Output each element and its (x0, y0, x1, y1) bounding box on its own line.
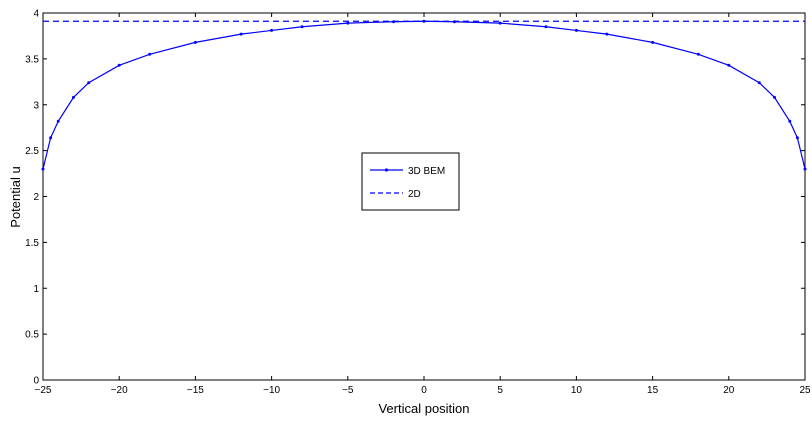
y-tick-label: 0.5 (25, 330, 39, 341)
x-tick-label: 15 (647, 385, 659, 396)
x-tick-label: −20 (111, 385, 128, 396)
series-3d-bem-point (87, 81, 91, 85)
y-axis: 0 0.5 1 1.5 2 2.5 3 3.5 4 (25, 9, 805, 387)
series-3d-bem-point (544, 25, 548, 29)
series-3d-bem-point (452, 20, 456, 24)
y-tick-label: 1 (33, 284, 39, 295)
y-tick-label: 4 (33, 9, 39, 20)
series-3d-bem-point (270, 28, 274, 32)
series-layer (41, 19, 807, 171)
series-3d-bem-point (605, 32, 609, 36)
series-3d-bem-point (795, 136, 799, 140)
x-tick-label: −15 (187, 385, 204, 396)
series-3d-bem-point (773, 95, 777, 99)
x-axis: −25 −20 −15 −10 −5 0 5 10 15 20 25 (35, 13, 811, 396)
series-3d-bem-point (300, 25, 304, 29)
x-tick-label: −5 (342, 385, 354, 396)
series-3d-bem-point (498, 21, 502, 25)
x-tick-label: −25 (35, 385, 52, 396)
x-tick-label: 0 (421, 385, 427, 396)
x-tick-label: 20 (723, 385, 735, 396)
series-3d-bem-point (148, 52, 152, 56)
series-3d-bem-point (574, 28, 578, 32)
series-3d-bem-point (41, 167, 45, 171)
series-3d-bem-point (757, 81, 761, 85)
y-tick-label: 3 (33, 100, 39, 111)
legend-label-2d: 2D (408, 189, 421, 200)
series-3d-bem-point (651, 40, 655, 44)
series-3d-bem-point (788, 119, 792, 123)
series-3d-bem-point (193, 40, 197, 44)
y-tick-label: 1.5 (25, 238, 39, 249)
legend-box (361, 152, 460, 211)
x-tick-label: 5 (497, 385, 503, 396)
x-tick-label: 25 (799, 385, 811, 396)
series-3d-bem-point (696, 52, 700, 56)
legend: 3D BEM 2D (361, 152, 460, 211)
series-3d-bem-point (346, 21, 350, 25)
series-3d-bem-point (71, 95, 75, 99)
series-3d-bem-point (392, 20, 396, 24)
series-3d-bem-point (117, 63, 121, 67)
series-3d-bem-point (803, 167, 807, 171)
series-3d-bem-point (49, 136, 53, 140)
y-tick-label: 2 (33, 192, 39, 203)
legend-label-3d-bem: 3D BEM (408, 166, 445, 177)
series-3d-bem-point (422, 19, 426, 23)
x-axis-label: Vertical position (378, 401, 469, 416)
y-axis-label: Potential u (8, 166, 23, 227)
y-tick-label: 3.5 (25, 54, 39, 65)
x-tick-label: 10 (571, 385, 583, 396)
legend-marker-3d-bem (384, 168, 389, 172)
y-tick-label: 2.5 (25, 146, 39, 157)
x-tick-label: −10 (263, 385, 280, 396)
series-3d-bem-point (239, 32, 243, 36)
series-3d-bem-point (56, 119, 60, 123)
series-3d-bem-point (727, 63, 731, 67)
y-tick-label: 0 (33, 376, 39, 387)
